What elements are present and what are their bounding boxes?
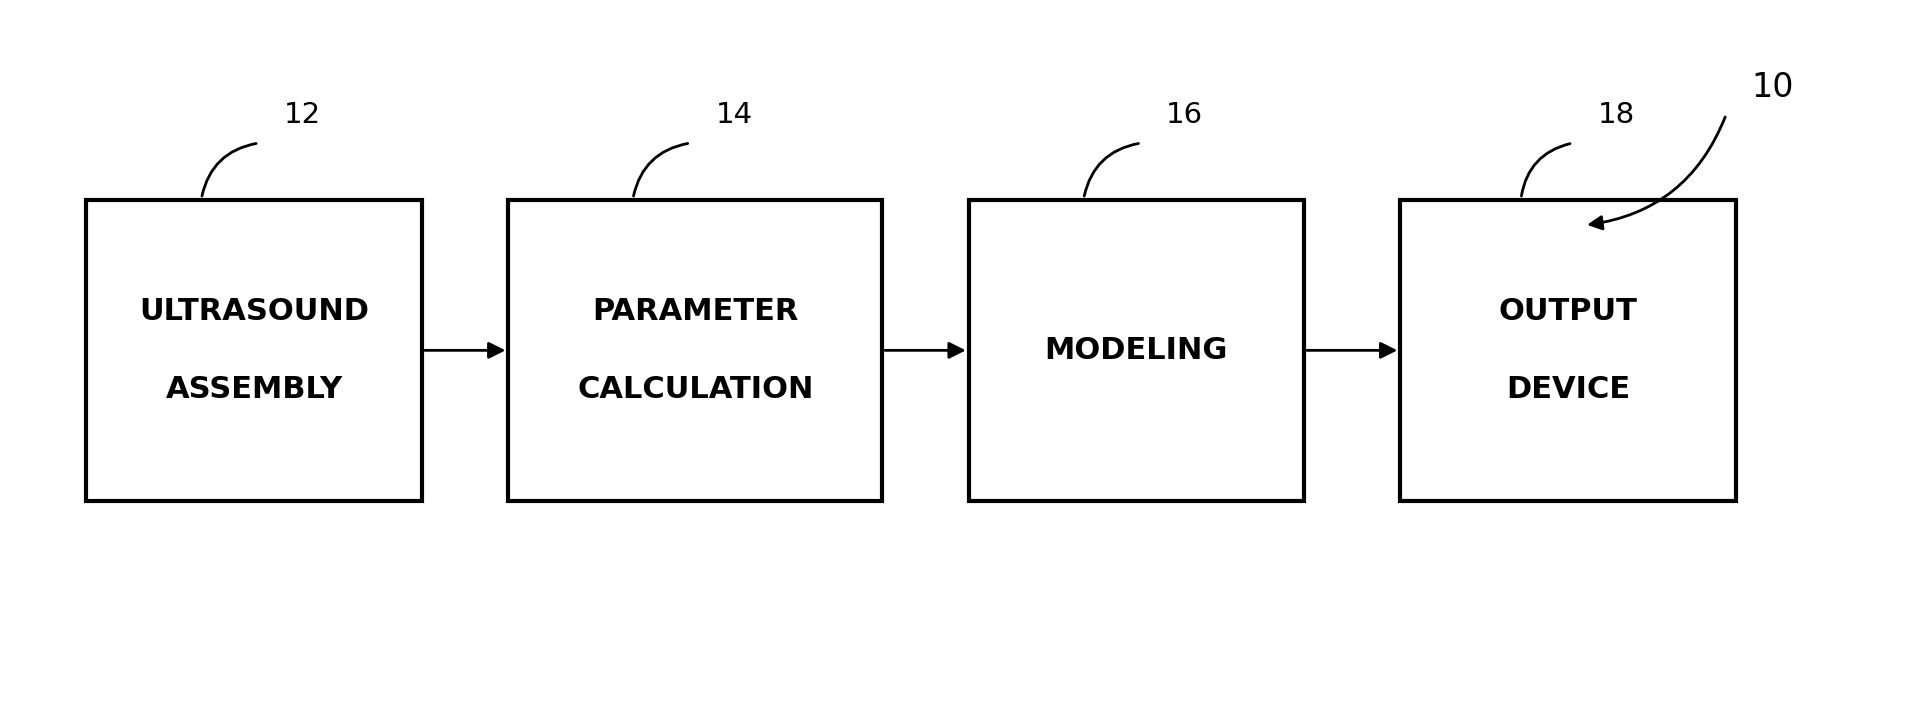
- Text: OUTPUT: OUTPUT: [1498, 297, 1638, 325]
- Text: 18: 18: [1598, 101, 1634, 129]
- Text: MODELING: MODELING: [1045, 336, 1228, 365]
- Text: 10: 10: [1751, 71, 1793, 104]
- Text: DEVICE: DEVICE: [1506, 375, 1630, 404]
- Bar: [86, 200, 422, 500]
- Bar: [1400, 200, 1736, 500]
- Text: CALCULATION: CALCULATION: [577, 375, 813, 404]
- Text: 12: 12: [284, 101, 320, 129]
- Text: ASSEMBLY: ASSEMBLY: [165, 375, 343, 404]
- Text: 14: 14: [715, 101, 752, 129]
- Text: PARAMETER: PARAMETER: [593, 297, 798, 325]
- Text: ULTRASOUND: ULTRASOUND: [140, 297, 368, 325]
- Text: 16: 16: [1166, 101, 1203, 129]
- Bar: [508, 200, 882, 500]
- Bar: [969, 200, 1304, 500]
